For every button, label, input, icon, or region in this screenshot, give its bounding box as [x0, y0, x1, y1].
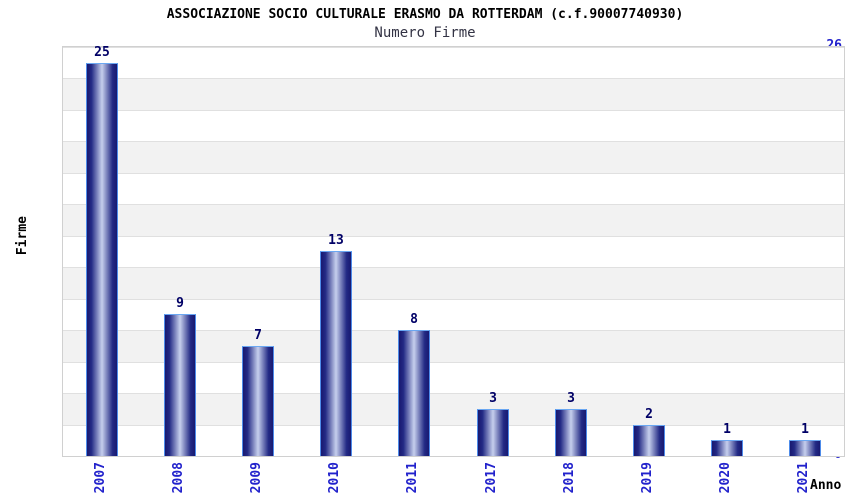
bar-value-label: 1	[723, 422, 731, 437]
x-tick-label: 2007	[93, 462, 108, 494]
x-tick-label: 2010	[327, 462, 342, 494]
chart-subtitle: Numero Firme	[374, 25, 476, 41]
grid-band	[63, 141, 844, 173]
bar-value-label: 2	[645, 407, 653, 422]
bar	[477, 409, 509, 456]
y-axis-title: Firme	[15, 215, 30, 255]
x-tick-label: 2008	[171, 462, 186, 494]
x-tick-label: 2018	[562, 462, 577, 494]
grid-band	[63, 47, 844, 79]
bar	[398, 330, 430, 456]
bar-value-label: 3	[567, 391, 575, 406]
bar-value-label: 7	[254, 328, 262, 343]
bar-value-label: 3	[489, 391, 497, 406]
bar	[711, 440, 743, 456]
x-tick-label: 2011	[405, 462, 420, 494]
x-tick-label: 2019	[640, 462, 655, 494]
bar	[164, 314, 196, 456]
x-axis-title: Anno	[810, 478, 842, 493]
grid-band	[63, 172, 844, 205]
bar	[789, 440, 821, 456]
grid-band	[63, 204, 844, 236]
bar-value-label: 9	[176, 296, 184, 311]
chart-title: ASSOCIAZIONE SOCIO CULTURALE ERASMO DA R…	[166, 7, 684, 22]
bar-value-label: 25	[94, 45, 110, 60]
bar-value-label: 13	[328, 233, 344, 248]
x-tick-label: 2009	[249, 462, 264, 494]
grid-band	[63, 78, 844, 110]
bar	[320, 251, 352, 456]
plot-area: 25 9 7 13 8 3 3 2 1 1	[62, 46, 845, 457]
grid-band	[63, 109, 844, 142]
x-tick-label: 2017	[484, 462, 499, 494]
grid-band	[63, 235, 844, 268]
bar	[633, 425, 665, 456]
bar	[242, 346, 274, 456]
bar-value-label: 8	[410, 312, 418, 327]
bar	[555, 409, 587, 456]
bar	[86, 63, 118, 456]
x-tick-label: 2020	[718, 462, 733, 494]
grid-band	[63, 267, 844, 299]
bar-value-label: 1	[801, 422, 809, 437]
